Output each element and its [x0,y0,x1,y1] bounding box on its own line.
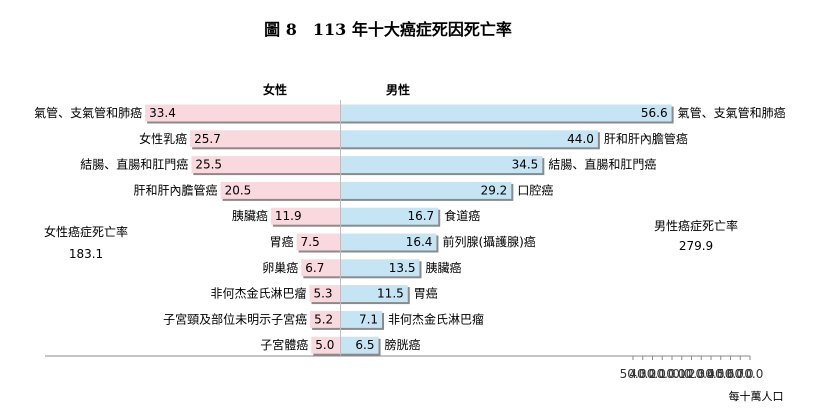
chart-title: 圖 8 113 年十大癌症死因死亡率 [264,20,512,39]
bars-layer: 33.4 氣管、支氣管和肺癌 25.7 女性乳癌 25.5 結腸、直腸和肛門癌 20.5 肝和… [34,104,786,356]
female-value-label: 5.2 [314,312,333,326]
female-category-label: 非何杰金氏淋巴瘤 [210,286,306,301]
male-bar [340,336,379,354]
female-value-label: 5.0 [315,338,334,352]
male-bar [340,130,598,148]
female-value-label: 6.7 [305,261,324,275]
male-value-label: 16.4 [406,235,433,249]
female-category-label: 胰臟癌 [232,208,268,223]
male-header: 男性 [386,82,410,97]
female-bar [270,207,341,225]
male-value-label: 29.2 [481,183,508,197]
male-value-label: 44.0 [567,132,594,146]
male-bar [340,259,420,277]
x-tick-label: 20.0 [649,367,676,381]
x-tick-label: 10.0 [659,367,686,381]
male-bar [340,310,383,328]
female-value-label: 25.5 [195,158,222,172]
male-value-label: 13.5 [389,261,416,275]
female-bar [145,104,341,122]
male-bar [340,233,437,251]
female-bar [191,156,341,174]
male-value-label: 16.7 [407,209,434,223]
x-tick-label: 20.0 [688,367,715,381]
x-tick-label: 50.0 [620,367,647,381]
female-value-label: 5.3 [313,287,332,301]
male-value-label: 56.6 [641,106,668,120]
male-category-label: 前列腺(攝護腺)癌 [442,234,535,249]
female-category-label: 胃癌 [270,234,294,249]
x-tick-label: 40.0 [629,367,656,381]
x-axis-unit-label: 每十萬人口 [729,389,784,403]
male-bar [340,207,439,225]
female-bar [220,181,341,199]
female-value-label: 20.5 [225,183,252,197]
female-bar [309,285,341,303]
x-tick-label: 40.0 [707,367,734,381]
male-total-value: 279.9 [679,239,713,253]
female-total-value: 183.1 [69,247,103,261]
male-bar [340,104,672,122]
female-category-label: 女性乳癌 [139,131,187,146]
male-total-label: 男性癌症死亡率 [654,218,738,233]
female-value-label: 25.7 [194,132,221,146]
female-bar [301,259,341,277]
female-category-label: 肝和肝內膽管癌 [134,182,218,197]
male-category-label: 肝和肝內膽管癌 [604,131,688,146]
x-tick-label: 70.0 [737,367,764,381]
x-axis: 50.040.030.020.010.00.010.020.030.040.05… [45,100,763,381]
x-tick-label: 0.0 [672,367,691,381]
male-value-label: 6.5 [355,338,374,352]
male-category-label: 膀胱癌 [385,337,421,352]
female-bar [296,233,341,251]
female-category-label: 子宮頸及部位未明示子宮癌 [163,311,307,326]
male-category-label: 胃癌 [414,286,438,301]
female-bar [311,336,341,354]
male-category-label: 胰臟癌 [425,260,461,275]
male-value-label: 7.1 [359,312,378,326]
male-value-label: 11.5 [377,287,404,301]
male-bar [340,156,543,174]
female-category-label: 子宮體癌 [260,337,308,352]
female-value-label: 11.9 [275,209,302,223]
male-category-label: 非何杰金氏淋巴瘤 [388,311,484,326]
male-category-label: 結腸、直腸和肛門癌 [548,157,656,172]
x-tick-label: 30.0 [639,367,666,381]
x-tick-label: 30.0 [698,367,725,381]
male-value-label: 34.5 [512,158,539,172]
female-value-label: 7.5 [301,235,320,249]
female-value-label: 33.4 [149,106,176,120]
female-bar [310,310,341,328]
x-tick-label: 60.0 [727,367,754,381]
female-category-label: 氣管、支氣管和肺癌 [34,105,142,120]
female-category-label: 結腸、直腸和肛門癌 [80,157,188,172]
x-tick-label: 50.0 [717,367,744,381]
male-bar [340,181,512,199]
female-bar [190,130,341,148]
female-total-label: 女性癌症死亡率 [44,224,128,239]
female-category-label: 卵巢癌 [262,260,298,275]
x-tick-label: 10.0 [678,367,705,381]
male-category-label: 食道癌 [444,208,480,223]
male-bar [340,285,408,303]
male-category-label: 口腔癌 [517,182,553,197]
male-category-label: 氣管、支氣管和肺癌 [678,105,786,120]
female-header: 女性 [263,82,287,97]
